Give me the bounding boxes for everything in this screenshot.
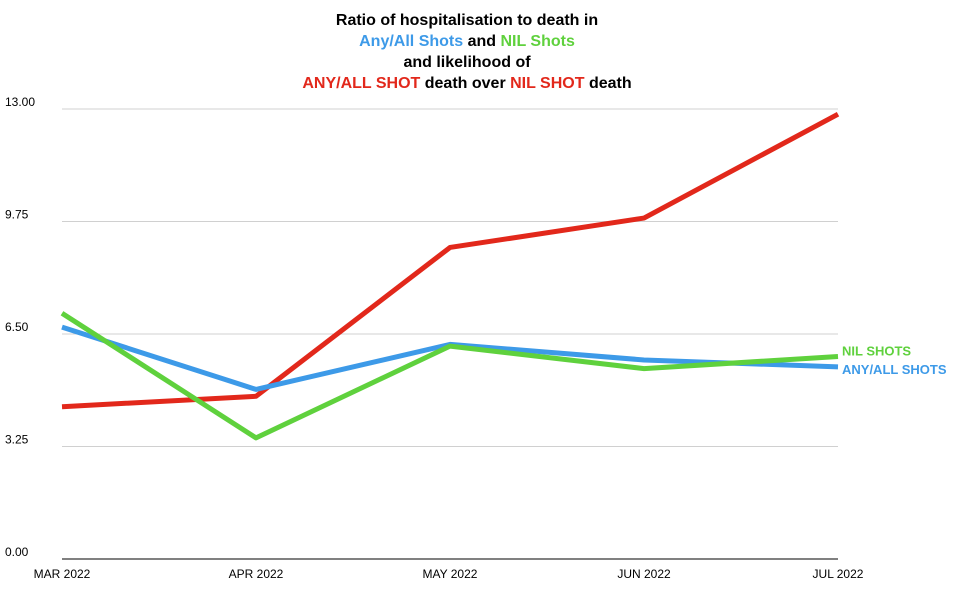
title-line-4-part-4: death [584,75,632,92]
y-tick-label: 9.75 [5,208,29,222]
x-axis-ticks: MAR 2022 APR 2022 MAY 2022 JUN 2022 JUL 2022 [34,567,864,581]
title-line-3: and likelihood of [403,54,531,71]
y-tick-label: 6.50 [5,320,29,334]
title-line-2-part-2: and [463,33,501,50]
title-line-1: Ratio of hospitalisation to death in [335,12,599,29]
series-line-red [61,111,840,410]
x-tick-label: APR 2022 [229,567,284,581]
series-line-green [60,311,839,441]
series-end-labels: ANY/ALL SHOTS NIL SHOTS [842,344,947,377]
series-end-label-green: NIL SHOTS [842,344,911,359]
series-line-blue [61,324,839,392]
y-tick-label: 3.25 [5,433,29,447]
title-line-4-part-1: ANY/ALL SHOT [302,75,421,92]
title-line-4: ANY/ALL SHOT death over NIL SHOT death [0,73,934,94]
title-line-2-part-3: NIL Shots [500,33,575,50]
title-line-4-part-3: NIL SHOT [510,75,585,92]
gridlines [62,108,838,560]
title-line-2-part-1: Any/All Shots [359,33,464,50]
x-tick-label: MAY 2022 [423,567,478,581]
series-end-label-blue: ANY/ALL SHOTS [842,362,947,377]
x-tick-label: JUL 2022 [813,567,864,581]
y-tick-label: 13.00 [5,95,35,109]
y-axis-ticks: 0.00 3.25 6.50 9.75 13.00 [5,95,35,559]
title-line-2: Any/All Shots and NIL Shots [0,31,934,52]
x-tick-label: JUN 2022 [617,567,671,581]
chart-title: Ratio of hospitalisation to death in Any… [0,10,934,94]
x-tick-label: MAR 2022 [34,567,91,581]
title-line-4-part-2: death over [420,75,511,92]
series-lines [60,111,840,441]
y-tick-label: 0.00 [5,545,29,559]
